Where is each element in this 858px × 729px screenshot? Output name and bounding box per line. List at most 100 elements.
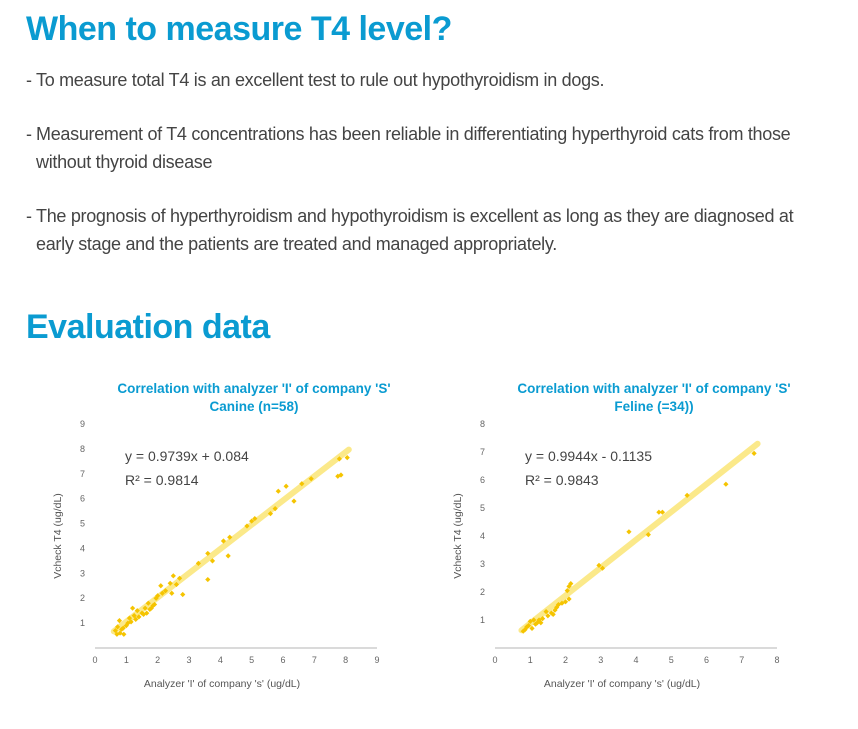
feline-trendline [518, 440, 761, 634]
feline-data-point [659, 509, 666, 515]
canine-x-tick-label: 5 [249, 655, 254, 665]
canine-data-point [335, 473, 341, 479]
canine-y-tick-label: 6 [80, 494, 85, 504]
canine-r-squared: R² = 0.9814 [125, 472, 199, 488]
feline-x-tick-label: 2 [563, 655, 568, 665]
feline-chart-subtitle: Feline (=34)) [614, 399, 693, 414]
section-title-evaluation-data: Evaluation data [26, 308, 270, 346]
feline-x-tick-label: 1 [528, 655, 533, 665]
canine-x-tick-label: 0 [92, 655, 97, 665]
feline-correlation-chart: Correlation with analyzer 'I' of company… [440, 376, 800, 696]
feline-r-squared: R² = 0.9843 [525, 472, 599, 488]
canine-y-tick-label: 8 [80, 444, 85, 454]
canine-data-point [158, 583, 164, 589]
canine-x-tick-label: 2 [155, 655, 160, 665]
feline-chart-title: Correlation with analyzer 'I' of company… [517, 381, 790, 396]
canine-y-tick-label: 1 [80, 618, 85, 628]
bullet-list: - To measure total T4 is an excellent te… [26, 66, 826, 284]
canine-data-point [180, 591, 186, 598]
canine-data-point [162, 588, 169, 594]
bullet-item: - Measurement of T4 concentrations has b… [26, 120, 826, 176]
canine-data-point [291, 498, 297, 504]
canine-y-tick-label: 2 [80, 593, 85, 603]
canine-data-point [155, 593, 161, 599]
canine-data-point [336, 456, 342, 462]
feline-x-tick-label: 6 [704, 655, 709, 665]
bullet-text: The prognosis of hyperthyroidism and hyp… [36, 206, 794, 254]
feline-data-point [552, 607, 558, 613]
canine-x-tick-label: 7 [312, 655, 317, 665]
canine-data-point [338, 472, 344, 478]
canine-x-tick-label: 4 [218, 655, 223, 665]
feline-x-axis-label: Analyzer 'I' of company 's' (ug/dL) [544, 678, 700, 690]
canine-chart-subtitle: Canine (n=58) [210, 399, 299, 414]
feline-data-point [538, 620, 544, 626]
canine-data-point [121, 631, 127, 637]
feline-y-tick-label: 5 [480, 503, 485, 513]
canine-data-point [150, 603, 156, 609]
canine-data-point [244, 523, 250, 529]
bullet-dash: - [26, 124, 32, 144]
feline-data-point [534, 620, 540, 626]
feline-y-tick-label: 4 [480, 531, 485, 541]
canine-data-point [153, 595, 159, 601]
bullet-item: - The prognosis of hyperthyroidism and h… [26, 202, 826, 258]
canine-chart-title: Correlation with analyzer 'I' of company… [117, 381, 390, 396]
feline-chart-svg: Correlation with analyzer 'I' of company… [452, 381, 791, 690]
bullet-dash: - [26, 206, 32, 226]
canine-data-point [159, 590, 165, 596]
canine-y-tick-label: 5 [80, 519, 85, 529]
canine-data-point [151, 601, 158, 608]
feline-y-tick-label: 1 [480, 615, 485, 625]
feline-y-tick-label: 6 [480, 475, 485, 485]
bullet-dash: - [26, 70, 32, 90]
canine-data-point [205, 576, 211, 583]
canine-data-point [249, 518, 255, 524]
feline-data-point [751, 450, 757, 456]
feline-x-tick-label: 4 [633, 655, 638, 665]
feline-y-tick-label: 7 [480, 447, 485, 457]
feline-x-tick-label: 5 [669, 655, 674, 665]
canine-data-point [225, 553, 231, 559]
canine-data-point [220, 538, 227, 544]
canine-data-point [227, 534, 233, 540]
feline-y-axis-label: Vcheck T4 (ug/dL) [452, 493, 464, 579]
canine-data-point [169, 590, 175, 596]
feline-data-point [599, 565, 606, 571]
canine-data-point [112, 627, 118, 634]
canine-regression-equation: y = 0.9739x + 0.084 [125, 448, 249, 464]
canine-correlation-chart: Correlation with analyzer 'I' of company… [40, 376, 400, 696]
canine-data-point [167, 580, 173, 586]
feline-data-point [626, 529, 632, 535]
canine-data-point [308, 476, 314, 482]
canine-y-axis-label: Vcheck T4 (ug/dL) [52, 493, 64, 579]
feline-data-point [545, 613, 551, 619]
canine-data-point [173, 581, 180, 588]
canine-y-tick-label: 4 [80, 543, 85, 553]
canine-data-point [275, 488, 281, 494]
canine-x-tick-label: 8 [343, 655, 348, 665]
canine-data-point [283, 483, 289, 489]
canine-trendline [110, 446, 352, 635]
canine-data-point [130, 605, 136, 611]
canine-x-tick-label: 6 [280, 655, 285, 665]
bullet-text: To measure total T4 is an excellent test… [36, 70, 605, 90]
canine-data-point [136, 614, 142, 620]
feline-x-tick-label: 8 [774, 655, 779, 665]
feline-data-point [562, 599, 569, 605]
section-title-when-to-measure: When to measure T4 level? [26, 10, 452, 48]
canine-data-point [177, 575, 183, 581]
canine-y-tick-label: 9 [80, 419, 85, 429]
bullet-text: Measurement of T4 concentrations has bee… [36, 124, 791, 172]
canine-chart-svg: Correlation with analyzer 'I' of company… [52, 381, 391, 690]
canine-data-point [170, 573, 176, 579]
feline-data-point [723, 481, 729, 487]
bullet-item: - To measure total T4 is an excellent te… [26, 66, 826, 94]
feline-x-tick-label: 7 [739, 655, 744, 665]
feline-y-tick-label: 2 [480, 587, 485, 597]
canine-data-point [299, 481, 305, 487]
feline-x-tick-label: 0 [492, 655, 497, 665]
feline-regression-equation: y = 0.9944x - 0.1135 [525, 448, 652, 464]
canine-x-tick-label: 9 [374, 655, 379, 665]
canine-x-tick-label: 1 [124, 655, 129, 665]
